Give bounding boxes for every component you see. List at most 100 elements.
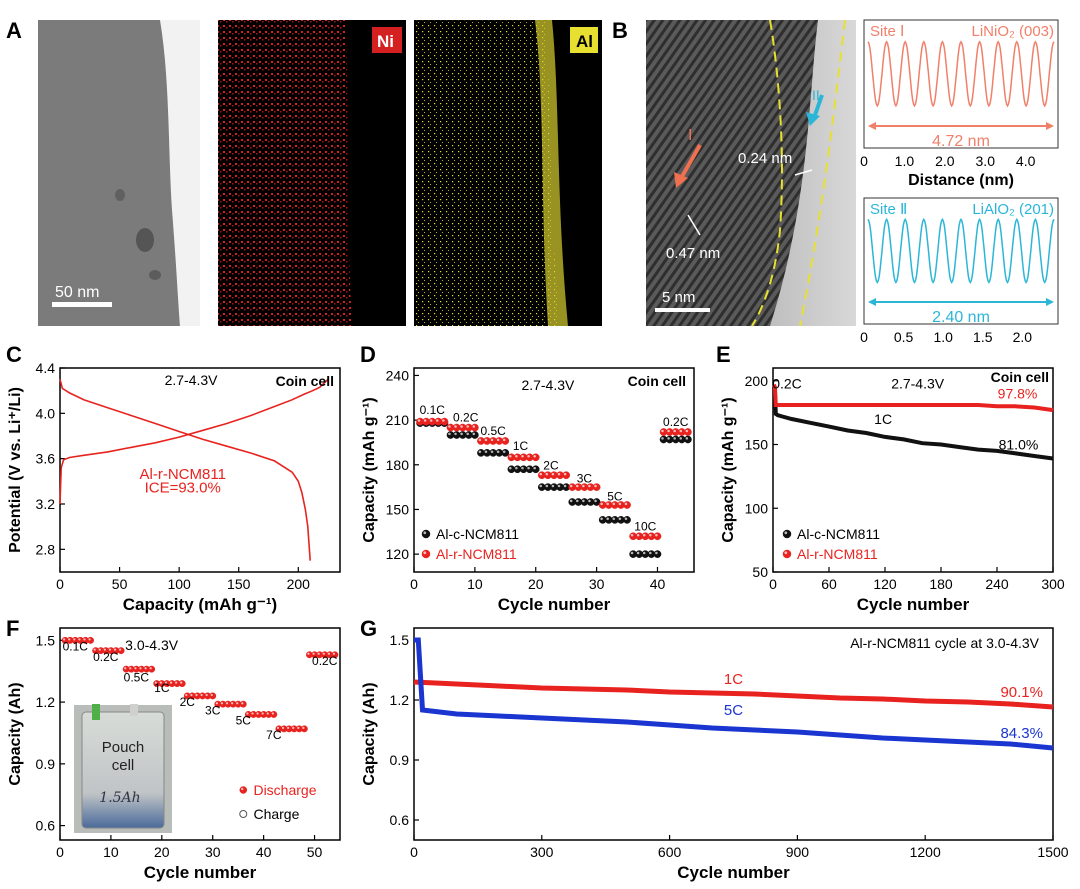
marker-Discharge <box>209 692 217 700</box>
marker-Discharge-shine <box>312 652 315 655</box>
marker-Al-c-NCM811-shine <box>588 499 591 503</box>
legend-label: Al-r-NCM811 <box>140 466 226 483</box>
legend-label: Charge <box>253 806 299 822</box>
marker-Al-c-NCM811-shine <box>600 517 603 521</box>
marker-Al-r-NCM811-shine <box>606 502 609 506</box>
x-tick-label: 30 <box>205 844 221 860</box>
marker-Al-c-NCM811 <box>684 435 692 444</box>
panel-a-ni-map: Ni <box>218 20 406 326</box>
marker-Discharge-shine <box>297 726 300 730</box>
marker-Al-r-NCM811-shine <box>655 533 658 537</box>
legend-marker-shine <box>784 551 788 555</box>
marker-Discharge-shine <box>83 638 86 641</box>
chart-d-rate-capability: 0 10 20 30 40 120 150 180 210 240 Cycle number Capa… <box>361 367 695 614</box>
marker-Al-c-NCM811 <box>531 465 540 474</box>
marker-Al-c-NCM811 <box>471 431 479 439</box>
x-tick-label: 50 <box>307 844 323 860</box>
retention-label: 81.0% <box>999 437 1039 453</box>
marker-Al-r-NCM811-shine <box>460 425 463 428</box>
x-tick-label: 1.5 <box>973 329 993 345</box>
marker-Al-c-NCM811-shine <box>569 499 573 503</box>
marker-Al-r-NCM811 <box>653 532 662 541</box>
arrow-head-left <box>868 298 876 306</box>
marker-Al-c-NCM811-shine <box>551 484 555 488</box>
marker-Al-r-NCM811 <box>623 501 631 509</box>
y-tick-label: 0.9 <box>36 756 56 772</box>
marker-Al-r-NCM811-shine <box>673 429 676 433</box>
curve-5C <box>414 637 1054 751</box>
x-axis-label: Cycle number <box>857 595 970 614</box>
panel-b-hrtem-image: I II 0.24 nm 0.47 nm 5 nm <box>646 19 856 327</box>
marker-Al-r-NCM811-shine <box>429 419 433 422</box>
y-tick-label: 0.6 <box>36 818 56 834</box>
marker-Discharge-shine <box>195 693 198 697</box>
curve-Al-c-NCM811 <box>772 386 1054 461</box>
y-tick-label: 0.9 <box>390 752 410 768</box>
y-axis-label: Capacity (Ah) <box>7 682 24 785</box>
marker-Al-c-NCM811-shine <box>490 450 494 454</box>
x-tick-label: 1.0 <box>933 329 953 345</box>
marker-Al-r-NCM811-shine <box>600 502 603 506</box>
marker-Discharge-shine <box>180 681 183 684</box>
marker-Discharge-shine <box>103 648 106 651</box>
marker-Al-c-NCM811-shine <box>649 551 652 555</box>
y-tick-label: 3.6 <box>36 451 56 467</box>
x-axis-label: Capacity (mAh g⁻¹) <box>123 595 277 614</box>
marker-Al-r-NCM811-shine <box>661 429 664 433</box>
rate-label: 2C <box>543 458 559 472</box>
marker-Al-c-NCM811 <box>653 550 662 558</box>
x-tick-label: 240 <box>985 576 1009 592</box>
x-tick-label: 0 <box>410 844 418 860</box>
marker-Al-c-NCM811-shine <box>466 432 469 436</box>
marker-Al-r-NCM811-shine <box>582 484 585 488</box>
marker-Discharge-shine <box>73 638 76 641</box>
marker-Al-r-NCM811-shine <box>502 438 506 442</box>
marker-Al-r-NCM811-shine <box>436 419 439 422</box>
marker-Discharge-shine <box>185 693 188 697</box>
marker-Al-c-NCM811-shine <box>454 432 457 436</box>
rate-label: 1C <box>874 411 892 427</box>
marker-Discharge-shine <box>292 726 295 730</box>
marker-Al-r-NCM811-shine <box>472 425 476 428</box>
marker-Al-c-NCM811-shine <box>448 432 451 436</box>
ice-annotation: ICE=93.0% <box>145 480 221 497</box>
chart-title: Al-r-NCM811 cycle at 3.0-4.3V <box>850 635 1039 651</box>
marker-Discharge <box>87 636 94 644</box>
region-ii-label: II <box>812 87 820 103</box>
marker-Discharge-shine <box>205 693 208 697</box>
marker-Al-c-NCM811-shine <box>527 466 530 470</box>
marker-Al-c-NCM811-shine <box>557 484 561 488</box>
x-tick-label: 40 <box>650 576 666 592</box>
marker-Al-c-NCM811 <box>501 449 510 457</box>
marker-Discharge-shine <box>287 726 290 730</box>
y-tick-label: 1.2 <box>390 692 410 708</box>
marker-Discharge-shine <box>68 638 71 641</box>
curve-Al-r-NCM811 <box>772 383 1054 413</box>
marker-Al-r-NCM811-shine <box>612 502 616 506</box>
marker-Al-r-NCM811-shine <box>551 472 555 476</box>
panel-label-c: C <box>6 342 22 367</box>
chart-c-voltage-profile: 0 50 100 150 200 2.8 3.2 3.6 4.0 4.4 Capacity (mAh… <box>7 360 341 614</box>
arrow-head-left <box>868 122 876 130</box>
marker-Discharge-shine <box>175 681 178 684</box>
y-axis-label: Capacity (Ah) <box>361 682 378 785</box>
y-tick-label: 0.6 <box>390 812 410 828</box>
rate-label: 0.1C <box>63 640 89 654</box>
marker-Al-r-NCM811-shine <box>545 472 549 476</box>
y-tick-label: 210 <box>386 412 410 428</box>
marker-Al-r-NCM811-shine <box>466 425 469 428</box>
marker-Discharge-shine <box>63 638 66 641</box>
marker-Discharge-shine <box>134 667 137 670</box>
marker-Al-r-NCM811-shine <box>630 533 634 537</box>
marker-Al-c-NCM811-shine <box>606 517 609 521</box>
marker-Al-c-NCM811-shine <box>655 551 658 555</box>
legend-label: Al-c-NCM811 <box>797 526 880 542</box>
voltage-window: 2.7-4.3V <box>165 372 219 388</box>
legend-marker <box>782 549 792 559</box>
marker-Al-r-NCM811 <box>592 483 601 491</box>
marker-Al-r-NCM811-shine <box>527 455 530 458</box>
legend-marker-shine <box>240 787 244 791</box>
rate-label: 5C <box>724 702 743 719</box>
scalebar-label-a: 50 nm <box>55 284 99 301</box>
rate-label: 1C <box>154 681 170 695</box>
